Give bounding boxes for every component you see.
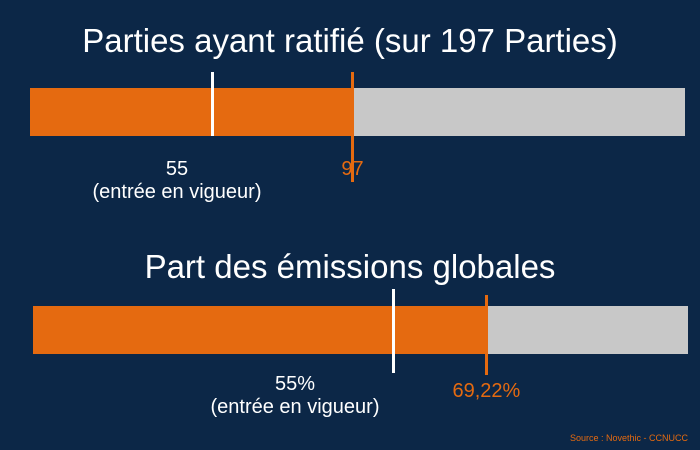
threshold-caption-text: (entrée en vigueur) <box>210 396 380 418</box>
value-marker-ratification <box>351 72 354 182</box>
threshold-marker-emissions <box>391 289 395 373</box>
threshold-marker-ratification <box>211 72 215 136</box>
threshold-label-ratification: 55 (entrée en vigueur) <box>77 158 277 204</box>
progress-fill-ratification <box>30 88 353 136</box>
source-note: Source : Novethic - CCNUCC <box>569 433 688 443</box>
value-label-emissions: 69,22% <box>452 380 521 402</box>
threshold-value-text: 55 <box>165 158 189 180</box>
threshold-value-text: 55% <box>274 373 316 395</box>
progress-bar-ratification <box>30 88 685 136</box>
progress-fill-emissions <box>33 306 487 354</box>
threshold-label-emissions: 55% (entrée en vigueur) <box>195 373 395 419</box>
value-label-ratification: 97 <box>341 158 364 180</box>
chart-title-ratification: Parties ayant ratifié (sur 197 Parties) <box>82 22 618 59</box>
value-marker-emissions <box>484 295 488 375</box>
chart-title-emissions: Part des émissions globales <box>144 248 556 285</box>
progress-bar-emissions <box>33 306 688 354</box>
threshold-caption-text: (entrée en vigueur) <box>92 181 262 203</box>
